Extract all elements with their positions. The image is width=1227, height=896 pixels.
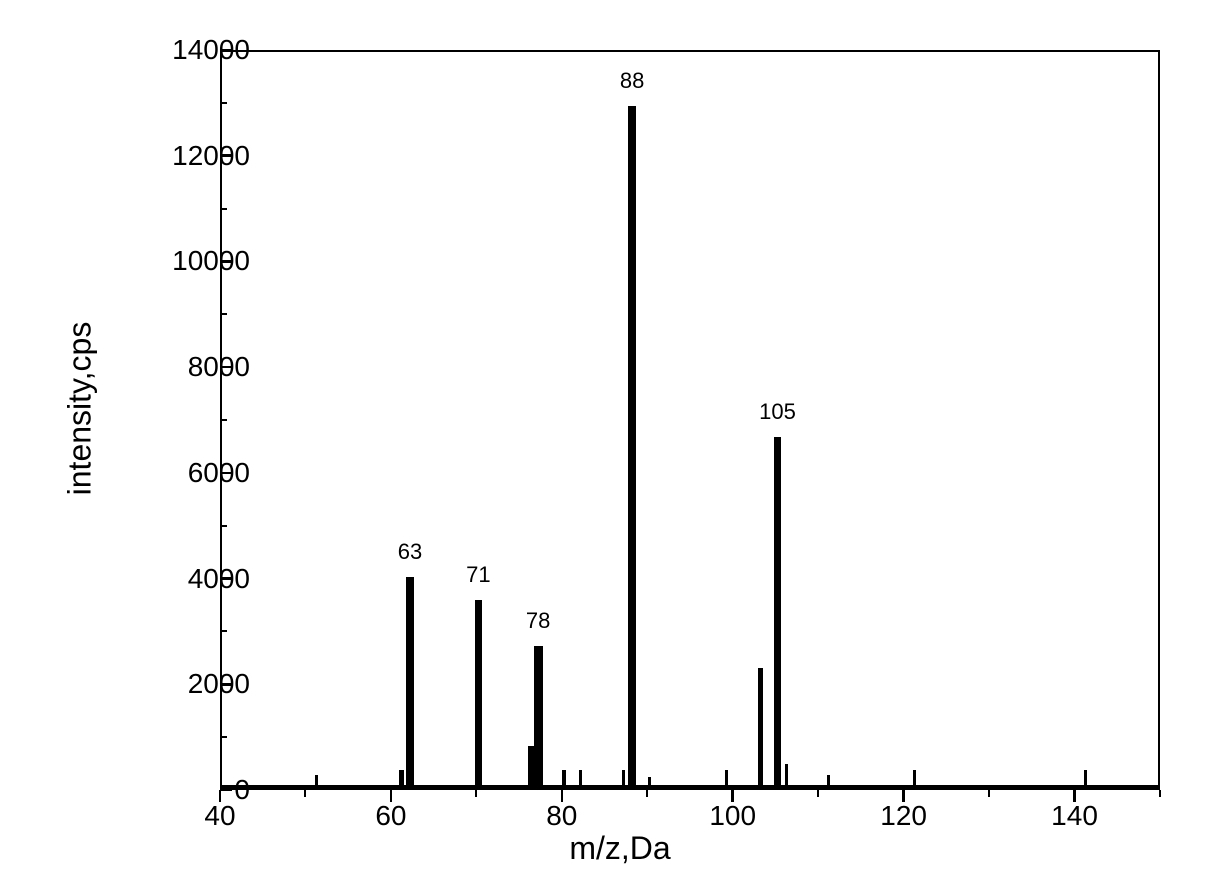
y-tick-minor: [220, 630, 227, 632]
y-tick-label: 4000: [188, 563, 250, 595]
spectrum-peak: [1084, 770, 1087, 789]
y-tick-label: 10000: [172, 245, 250, 277]
spectrum-peak: [725, 770, 728, 789]
y-tick-minor: [220, 419, 227, 421]
y-tick-label: 0: [234, 774, 250, 806]
y-tick-major: [220, 789, 232, 792]
spectrum-peak: [648, 777, 651, 788]
y-tick-label: 6000: [188, 457, 250, 489]
x-tick-minor: [475, 790, 477, 797]
peak-label: 71: [466, 562, 490, 588]
x-tick-minor: [817, 790, 819, 797]
y-tick-label: 12000: [172, 140, 250, 172]
x-tick-minor: [646, 790, 648, 797]
spectrum-peak: [579, 770, 582, 789]
spectrum-peak: [475, 600, 482, 788]
spectrum-peak: [758, 668, 763, 789]
peak-label: 105: [759, 399, 796, 425]
x-axis-label: m/z,Da: [569, 830, 670, 867]
spectrum-peak: [399, 770, 404, 789]
spectrum-peak: [774, 437, 781, 789]
x-tick-label: 60: [375, 800, 406, 832]
x-tick-label: 140: [1051, 800, 1098, 832]
peak-label: 63: [398, 539, 422, 565]
spectrum-peak: [785, 764, 788, 788]
x-tick-label: 100: [709, 800, 756, 832]
x-tick-label: 40: [204, 800, 235, 832]
spectrum-peak: [534, 646, 543, 788]
x-tick-minor: [304, 790, 306, 797]
y-tick-label: 8000: [188, 351, 250, 383]
spectrum-peak: [562, 770, 566, 789]
y-tick-minor: [220, 313, 227, 315]
peak-label: 88: [620, 68, 644, 94]
mass-spectrum-chart: intensity,cps m/z,Da 63717888105 0200040…: [80, 20, 1200, 860]
y-tick-minor: [220, 208, 227, 210]
y-tick-minor: [220, 525, 227, 527]
peak-label: 78: [526, 608, 550, 634]
spectrum-peak: [406, 577, 414, 788]
y-axis-label: intensity,cps: [62, 322, 99, 496]
baseline: [222, 785, 1158, 788]
spectrum-peak: [913, 770, 916, 789]
y-tick-minor: [220, 736, 227, 738]
x-tick-minor: [1159, 790, 1161, 797]
spectrum-peak: [628, 106, 636, 788]
x-tick-minor: [988, 790, 990, 797]
spectrum-peak: [827, 775, 830, 788]
y-tick-minor: [220, 102, 227, 104]
y-tick-label: 2000: [188, 668, 250, 700]
plot-area: 63 71 78 88 105: [220, 50, 1160, 790]
x-tick-label: 120: [880, 800, 927, 832]
x-tick-label: 80: [546, 800, 577, 832]
spectrum-peak: [315, 775, 318, 788]
spectrum-peak: [622, 770, 625, 789]
y-tick-label: 14000: [172, 34, 250, 66]
